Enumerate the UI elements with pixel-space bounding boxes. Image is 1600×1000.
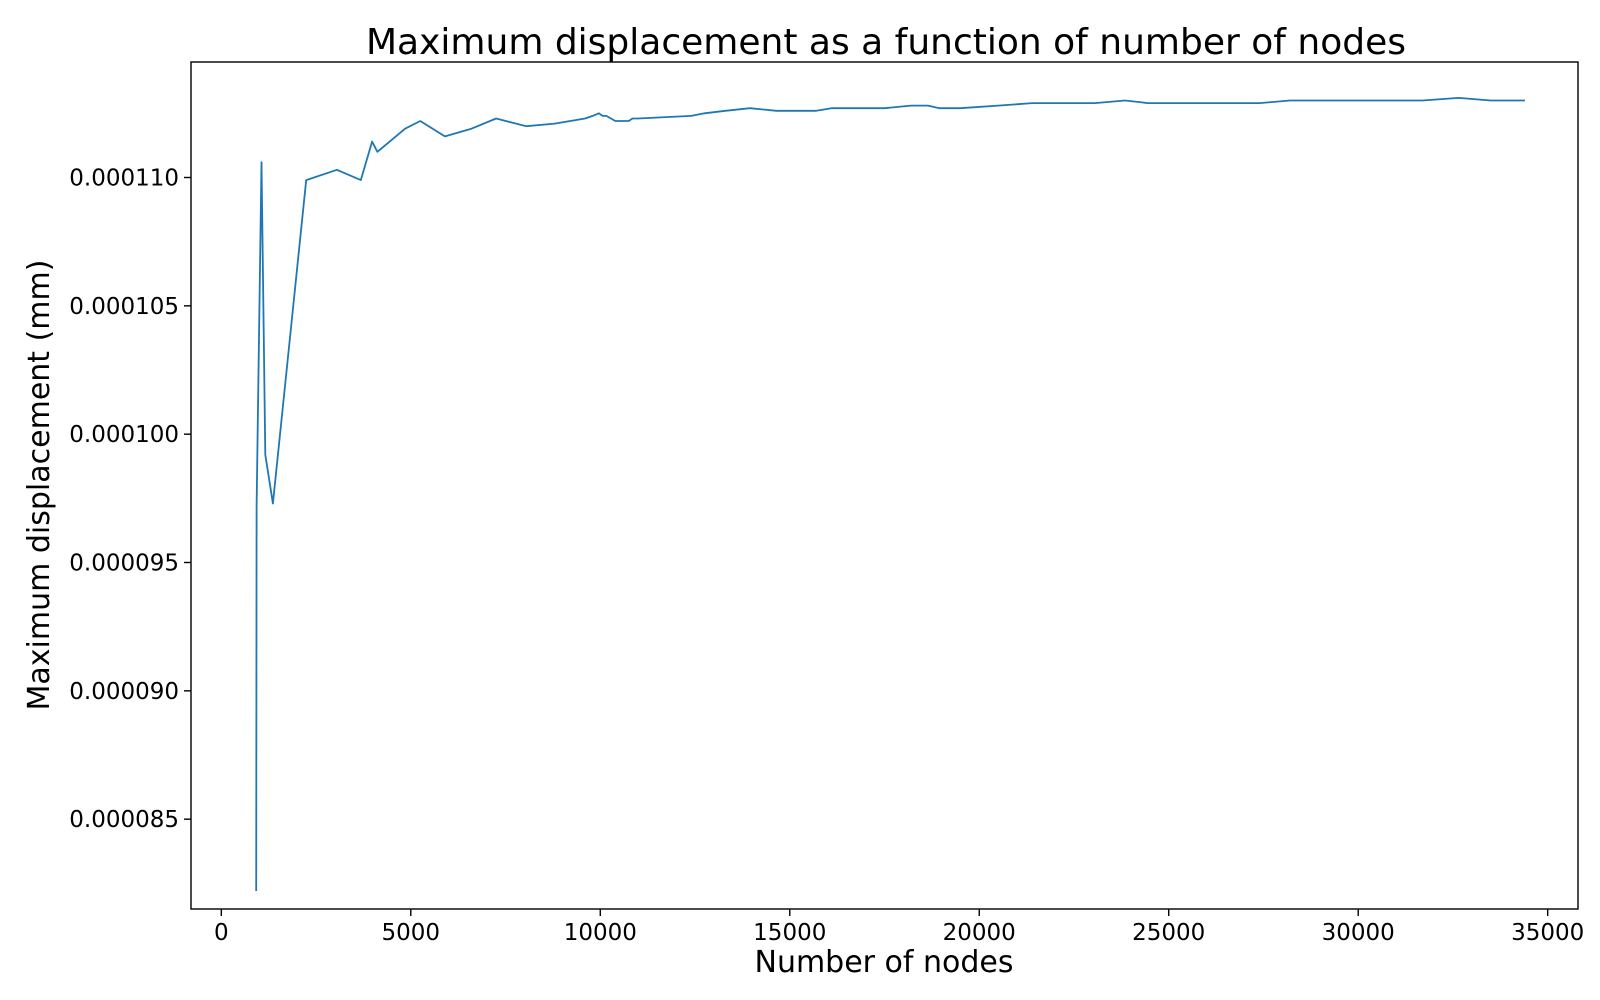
series-line [255,97,1525,892]
x-tick-label: 35000 [1511,920,1584,946]
x-tick-label: 30000 [1322,920,1395,946]
y-tick-label: 0.000105 [69,294,179,320]
x-tick-label: 0 [214,920,229,946]
x-tick-label: 5000 [382,920,441,946]
y-tick-label: 0.000090 [69,679,179,705]
x-axis-label: Number of nodes [755,945,1014,980]
x-tick-label: 20000 [943,920,1016,946]
x-tick-label: 15000 [753,920,826,946]
x-axis: 0 5000 10000 15000 20000 25000 30000 35000 [214,909,1584,946]
y-tick-label: 0.000085 [69,807,179,833]
x-tick-label: 10000 [564,920,637,946]
chart-title: Maximum displacement as a function of nu… [366,22,1406,63]
y-tick-label: 0.000100 [69,422,179,448]
y-axis-label: Maximum displacement (mm) [22,260,57,711]
y-axis: 0.000085 0.000090 0.000095 0.000100 0.000105… [69,166,191,833]
y-tick-label: 0.000110 [69,166,179,192]
y-tick-label: 0.000095 [69,551,179,577]
x-tick-label: 25000 [1132,920,1205,946]
plot-area-frame [190,61,1579,910]
